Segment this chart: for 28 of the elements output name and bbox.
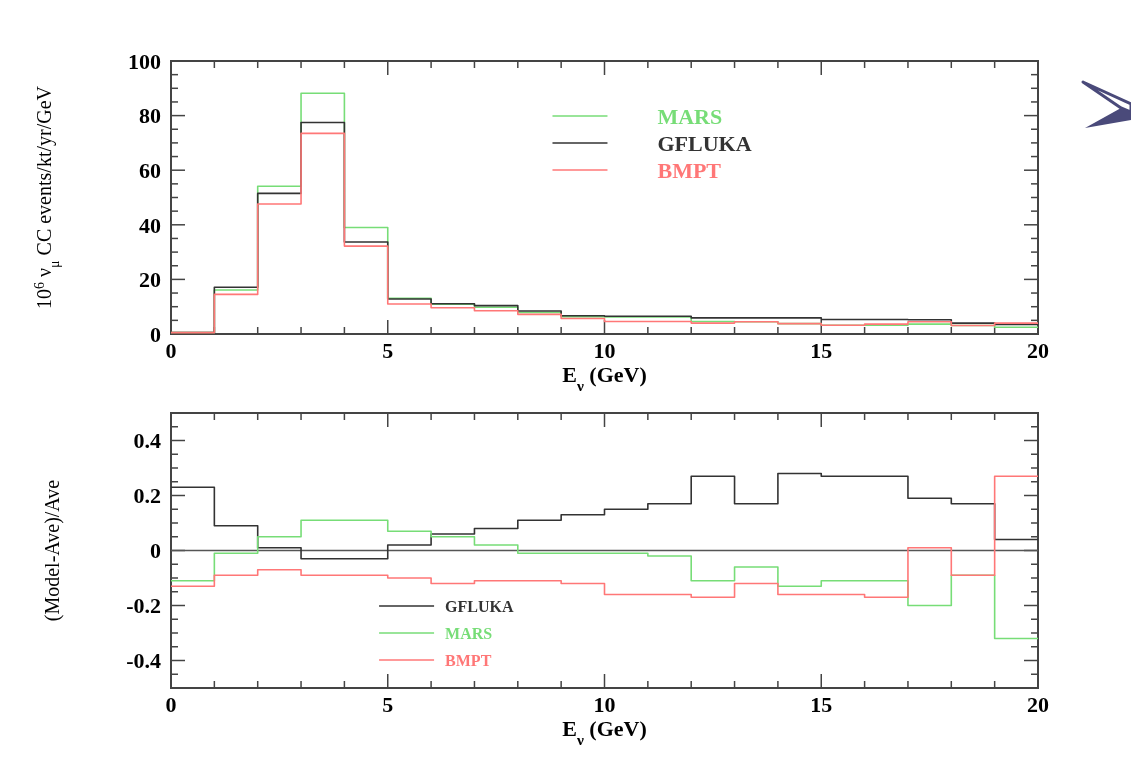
- x-tick-label: 5: [382, 338, 394, 363]
- x-tick-label: 15: [810, 692, 833, 717]
- x-tick-label: 10: [593, 692, 616, 717]
- y-tick-label: 60: [139, 157, 161, 183]
- y-axis-title: (Model-Ave)/Ave: [41, 479, 64, 622]
- y-tick-label: 100: [128, 48, 161, 74]
- legend-label: GFLUKA: [657, 130, 752, 156]
- x-tick-label: 20: [1027, 338, 1049, 363]
- x-tick-label: 15: [810, 338, 833, 363]
- y-tick-label: 20: [139, 267, 161, 293]
- y-tick-label: -0.2: [126, 593, 161, 619]
- y-tick-label: 0: [150, 538, 161, 564]
- y-tick-label: 40: [139, 212, 161, 238]
- y-tick-label: -0.4: [126, 648, 161, 674]
- x-axis-title: E$_{ν}$ (GeV): [562, 716, 647, 748]
- legend-label: GFLUKA: [445, 597, 514, 615]
- x-tick-label: 5: [382, 692, 394, 717]
- x-axis-title: E$_{ν}$ (GeV): [562, 362, 647, 394]
- y-tick-label: 0.2: [133, 483, 161, 509]
- legend-label: BMPT: [445, 651, 492, 669]
- y-tick-label: 0: [150, 321, 161, 347]
- x-tick-label: 10: [593, 338, 616, 363]
- x-tick-label: 20: [1027, 692, 1049, 717]
- y-tick-label: 0.4: [133, 428, 161, 454]
- y-tick-label: 80: [139, 103, 161, 129]
- legend-label: BMPT: [657, 157, 722, 183]
- legend-label: MARS: [445, 624, 493, 642]
- legend-label: MARS: [657, 103, 723, 129]
